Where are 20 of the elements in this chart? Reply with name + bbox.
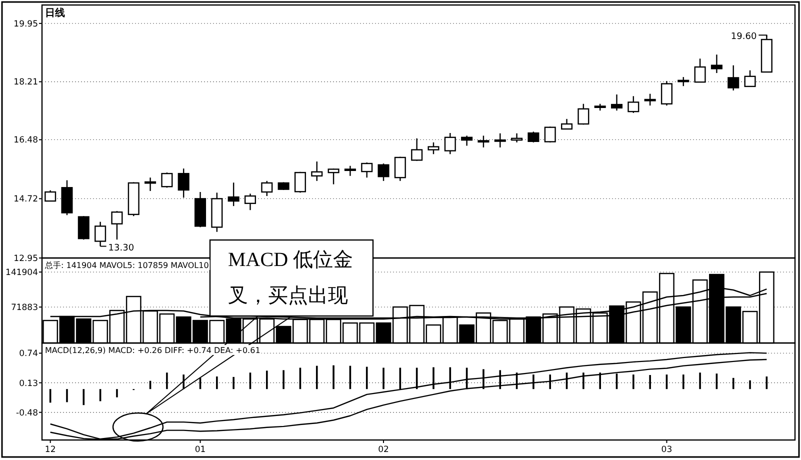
chart-title: 日线 — [45, 7, 65, 19]
y-tick-label: 19.95 — [14, 19, 38, 30]
y-tick-label: 18.21 — [14, 78, 38, 88]
y-tick-label: 16.48 — [14, 136, 38, 146]
annotation: 13.30 — [108, 243, 134, 254]
x-tick-label: 02 — [378, 445, 389, 455]
annotation: MACD 低位金叉，买点出现 — [228, 248, 354, 309]
y-tick-label: 71883 — [10, 303, 38, 314]
annotation: MACD(12,26,9) MACD: +0.26 DIFF: +0.74 DEA: +0.61 — [45, 346, 260, 355]
y-tick-label: 14.72 — [14, 194, 38, 205]
y-tick-label: 0.74 — [19, 349, 38, 360]
annotation: 19.60 — [730, 32, 757, 42]
y-tick-label: 12.95 — [14, 254, 38, 264]
x-tick-label: 12 — [44, 445, 56, 455]
y-tick-label: -0.48 — [16, 408, 38, 418]
y-tick-label: 0.13 — [19, 378, 38, 389]
x-tick-label: 01 — [194, 445, 206, 455]
x-tick-label: 03 — [661, 445, 672, 455]
annotation: 总手: 141904 MAVOL5: 107859 MAVOL10 — [44, 261, 209, 270]
y-tick-label: 141904 — [6, 268, 38, 278]
